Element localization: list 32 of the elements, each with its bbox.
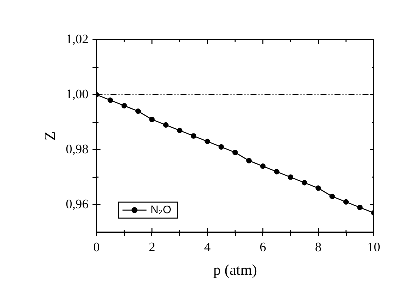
x-tick-label: 6 <box>260 240 267 255</box>
point <box>232 150 238 156</box>
point <box>274 169 280 175</box>
point <box>191 133 197 139</box>
point <box>149 116 155 122</box>
y-tick-label: 1,00 <box>66 86 89 102</box>
point <box>288 174 294 180</box>
legend-label: N₂O <box>150 204 172 216</box>
x-tick-label: 4 <box>204 240 212 255</box>
point <box>218 144 224 150</box>
point <box>357 204 363 210</box>
y-tick-label: 0,98 <box>66 141 89 156</box>
point <box>108 98 114 104</box>
x-tick-label: 8 <box>315 240 322 255</box>
y-tick-label: 0,96 <box>66 196 90 212</box>
point <box>260 164 266 170</box>
point <box>344 199 350 205</box>
point <box>136 108 142 114</box>
x-tick-label: 0 <box>94 240 100 255</box>
x-tick-label: 10 <box>368 240 380 255</box>
point <box>163 122 169 128</box>
point <box>122 103 128 109</box>
point <box>316 186 322 192</box>
point <box>246 158 252 164</box>
point <box>177 128 183 134</box>
point <box>330 194 336 200</box>
y-tick-label: 1,02 <box>66 31 89 46</box>
point <box>302 180 308 186</box>
x-axis-title: p (atm) <box>214 262 258 279</box>
y-axis-title: Z <box>42 132 59 141</box>
x-tick-label: 2 <box>148 240 156 255</box>
point <box>204 138 210 144</box>
